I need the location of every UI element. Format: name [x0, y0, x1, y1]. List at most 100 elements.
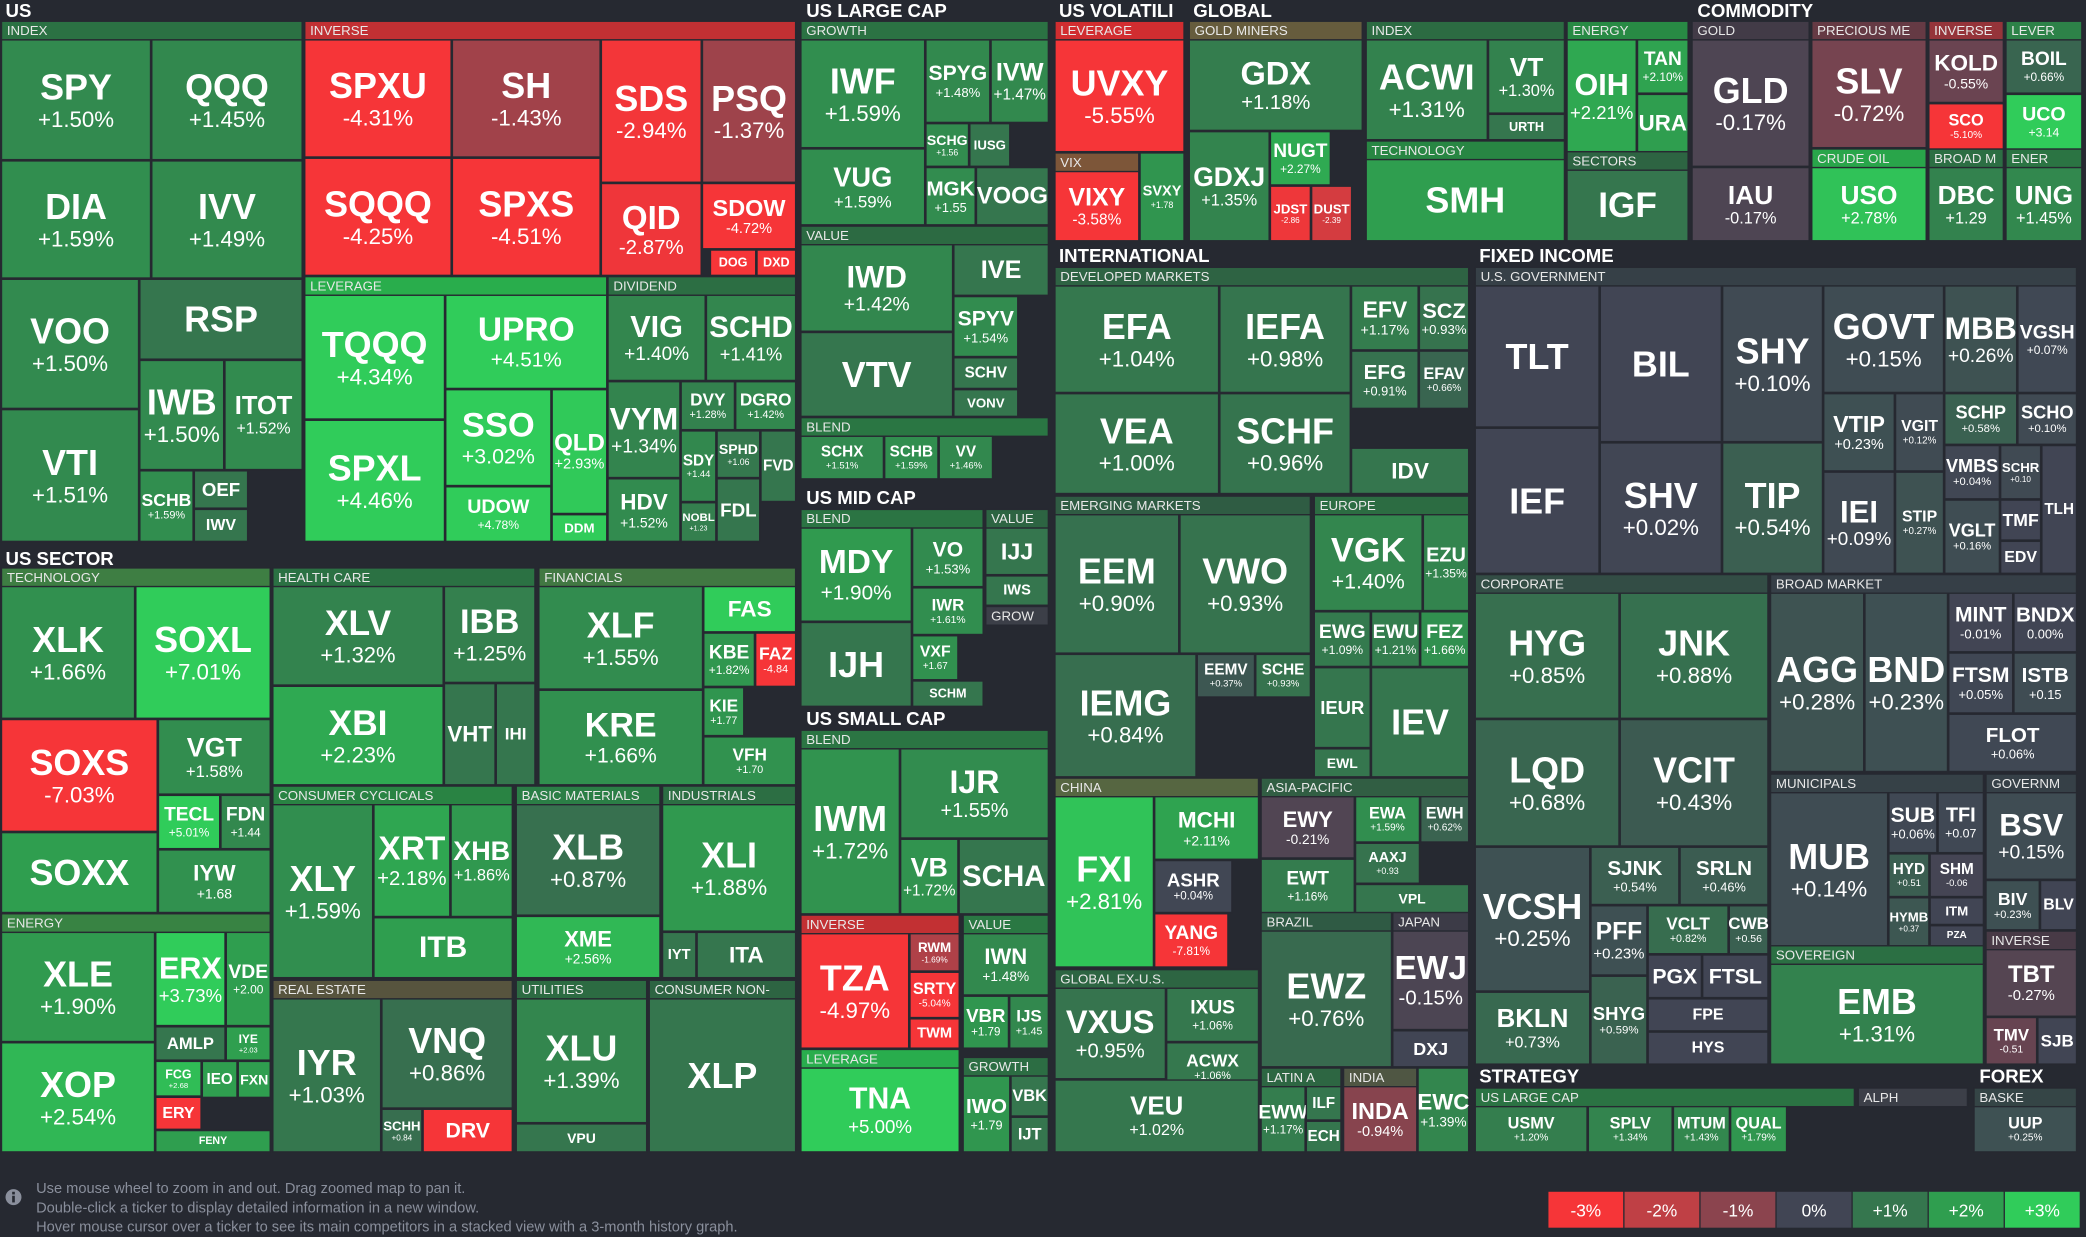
- ticker-tile[interactable]: [1313, 667, 1371, 749]
- ticker-tile[interactable]: [225, 931, 271, 1027]
- ticker-tile[interactable]: [990, 39, 1049, 124]
- ticker-tile[interactable]: [800, 748, 901, 915]
- ticker-tile[interactable]: [661, 931, 697, 979]
- ticker-tile[interactable]: [975, 166, 1049, 226]
- ticker-tile[interactable]: [0, 39, 152, 161]
- ticker-tile[interactable]: [272, 998, 382, 1153]
- ticker-tile[interactable]: [1487, 113, 1566, 141]
- ticker-tile[interactable]: [1392, 1030, 1470, 1068]
- ticker-tile[interactable]: [157, 849, 271, 914]
- ticker-tile[interactable]: [157, 794, 221, 850]
- ticker-tile[interactable]: [1474, 1105, 1588, 1153]
- ticker-tile[interactable]: [607, 478, 681, 543]
- ticker-tile[interactable]: [373, 804, 451, 918]
- ticker-tile[interactable]: [2037, 1016, 2078, 1065]
- ticker-tile[interactable]: [1647, 1031, 1769, 1065]
- ticker-tile[interactable]: [1255, 653, 1312, 698]
- ticker-tile[interactable]: [1823, 285, 1945, 394]
- ticker-tile[interactable]: [760, 430, 797, 503]
- ticker-tile[interactable]: [1350, 350, 1419, 410]
- ticker-tile[interactable]: [1166, 987, 1260, 1043]
- ticker-tile[interactable]: [1313, 748, 1371, 778]
- ticker-tile[interactable]: [680, 430, 717, 503]
- ticker-tile[interactable]: [1418, 350, 1470, 410]
- ticker-tile[interactable]: [0, 278, 140, 410]
- ticker-tile[interactable]: [1010, 1116, 1049, 1153]
- ticker-tile[interactable]: [1054, 514, 1180, 654]
- ticker-tile[interactable]: [1260, 796, 1355, 859]
- ticker-tile[interactable]: [938, 435, 994, 480]
- ticker-tile[interactable]: [139, 278, 303, 360]
- ticker-tile[interactable]: [0, 718, 158, 832]
- ticker-tile[interactable]: [2000, 444, 2042, 500]
- ticker-tile[interactable]: [800, 933, 910, 1049]
- ticker-tile[interactable]: [607, 294, 706, 382]
- ticker-tile[interactable]: [1354, 842, 1421, 884]
- ticker-tile[interactable]: [225, 1026, 271, 1061]
- ticker-tile[interactable]: [953, 389, 1019, 417]
- ticker-tile[interactable]: [515, 998, 648, 1124]
- ticker-tile[interactable]: [1392, 930, 1470, 1031]
- ticker-tile[interactable]: [2000, 540, 2042, 574]
- ticker-tile[interactable]: [1590, 975, 1648, 1065]
- ticker-tile[interactable]: [1188, 131, 1270, 242]
- ticker-tile[interactable]: [648, 998, 797, 1153]
- ticker-tile[interactable]: [1365, 158, 1566, 242]
- ticker-tile[interactable]: [1054, 653, 1197, 778]
- ticker-tile[interactable]: [1305, 1086, 1342, 1121]
- ticker-tile[interactable]: [1350, 447, 1470, 495]
- ticker-tile[interactable]: [1370, 611, 1421, 668]
- ticker-tile[interactable]: [1929, 925, 1985, 947]
- ticker-tile[interactable]: [1937, 792, 1985, 854]
- ticker-tile[interactable]: [551, 389, 608, 515]
- ticker-tile[interactable]: [1811, 39, 1927, 149]
- ticker-tile[interactable]: [445, 294, 608, 390]
- ticker-tile[interactable]: [909, 971, 960, 1019]
- ticker-tile[interactable]: [716, 478, 761, 543]
- ticker-tile[interactable]: [450, 804, 513, 918]
- ticker-tile[interactable]: [953, 295, 1019, 358]
- ticker-tile[interactable]: [2041, 444, 2078, 574]
- ticker-tile[interactable]: [962, 995, 1010, 1049]
- ticker-tile[interactable]: [0, 831, 158, 914]
- ticker-tile[interactable]: [1647, 954, 1703, 999]
- ticker-tile[interactable]: [1985, 879, 2040, 931]
- ticker-tile[interactable]: [1672, 1105, 1731, 1153]
- ticker-tile[interactable]: [800, 148, 926, 226]
- ticker-tile[interactable]: [1929, 853, 1985, 898]
- ticker-tile[interactable]: [1154, 913, 1229, 968]
- ticker-tile[interactable]: [909, 933, 960, 972]
- ticker-tile[interactable]: [1305, 1120, 1342, 1153]
- ticker-tile[interactable]: [1422, 514, 1470, 612]
- ticker-tile[interactable]: [709, 249, 757, 276]
- ticker-tile[interactable]: [800, 527, 912, 622]
- ticker-tile[interactable]: [661, 804, 797, 932]
- ticker-tile[interactable]: [1985, 949, 2078, 1017]
- ticker-tile[interactable]: [1474, 846, 1591, 992]
- ticker-tile[interactable]: [445, 389, 552, 487]
- ticker-tile[interactable]: [193, 470, 249, 509]
- ticker-tile[interactable]: [1636, 93, 1689, 153]
- ticker-tile[interactable]: [1928, 166, 2005, 242]
- ticker-tile[interactable]: [1769, 792, 1889, 947]
- ticker-tile[interactable]: [304, 419, 446, 543]
- ticker-tile[interactable]: [703, 632, 756, 688]
- ticker-tile[interactable]: [155, 931, 226, 1027]
- ticker-tile[interactable]: [962, 1075, 1011, 1153]
- ticker-tile[interactable]: [0, 1042, 156, 1153]
- ticker-tile[interactable]: [1420, 796, 1470, 843]
- ticker-tile[interactable]: [1985, 792, 2078, 880]
- ticker-tile[interactable]: [0, 585, 136, 719]
- ticker-tile[interactable]: [755, 632, 797, 688]
- ticker-tile[interactable]: [2000, 499, 2042, 541]
- ticker-tile[interactable]: [1769, 592, 1865, 773]
- ticker-tile[interactable]: [1417, 1067, 1470, 1153]
- ticker-tile[interactable]: [1619, 592, 1769, 719]
- ticker-tile[interactable]: [155, 1026, 226, 1061]
- ticker-tile[interactable]: [958, 838, 1049, 915]
- ticker-tile[interactable]: [515, 915, 661, 979]
- ticker-tile[interactable]: [969, 123, 1011, 167]
- ticker-tile[interactable]: [1370, 667, 1470, 778]
- ticker-tile[interactable]: [800, 244, 954, 332]
- ticker-tile[interactable]: [1636, 39, 1689, 94]
